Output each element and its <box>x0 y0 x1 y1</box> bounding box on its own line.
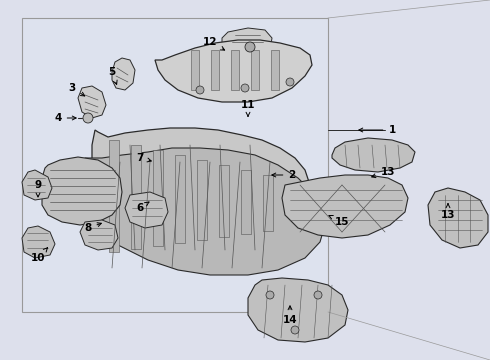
Text: 11: 11 <box>241 100 255 116</box>
Polygon shape <box>109 140 119 252</box>
Polygon shape <box>80 148 325 275</box>
Circle shape <box>241 84 249 92</box>
Circle shape <box>314 291 322 299</box>
Polygon shape <box>219 165 229 237</box>
Text: 13: 13 <box>372 167 395 177</box>
Polygon shape <box>263 175 273 231</box>
Text: 8: 8 <box>84 223 101 233</box>
Polygon shape <box>428 188 488 248</box>
Text: 5: 5 <box>108 67 117 84</box>
Polygon shape <box>175 155 185 243</box>
Polygon shape <box>271 50 279 90</box>
Polygon shape <box>78 86 106 118</box>
Text: 12: 12 <box>203 37 224 50</box>
Polygon shape <box>22 18 328 312</box>
Polygon shape <box>92 128 310 262</box>
Text: 3: 3 <box>69 83 85 96</box>
Text: 13: 13 <box>441 204 455 220</box>
Text: 10: 10 <box>31 248 48 263</box>
Polygon shape <box>155 40 312 102</box>
Text: 6: 6 <box>136 202 149 213</box>
Polygon shape <box>231 50 239 90</box>
Polygon shape <box>248 278 348 342</box>
Text: 14: 14 <box>283 306 297 325</box>
Polygon shape <box>80 220 118 250</box>
Polygon shape <box>222 28 272 62</box>
Circle shape <box>286 78 294 86</box>
Text: 1: 1 <box>359 125 395 135</box>
Text: 7: 7 <box>136 153 151 163</box>
Text: 4: 4 <box>54 113 76 123</box>
Polygon shape <box>125 192 168 228</box>
Polygon shape <box>153 150 163 246</box>
Polygon shape <box>22 226 55 258</box>
Circle shape <box>291 326 299 334</box>
Text: 9: 9 <box>34 180 42 197</box>
Polygon shape <box>211 50 219 90</box>
Polygon shape <box>131 145 141 249</box>
Polygon shape <box>22 170 52 200</box>
Polygon shape <box>241 170 251 234</box>
Circle shape <box>196 86 204 94</box>
Circle shape <box>245 42 255 52</box>
Circle shape <box>266 291 274 299</box>
Circle shape <box>83 113 93 123</box>
Polygon shape <box>191 50 199 90</box>
Polygon shape <box>42 157 122 225</box>
Text: 15: 15 <box>329 215 349 227</box>
Polygon shape <box>112 58 135 90</box>
Polygon shape <box>282 175 408 238</box>
Text: 2: 2 <box>272 170 295 180</box>
Polygon shape <box>332 138 415 172</box>
Polygon shape <box>197 160 207 240</box>
Polygon shape <box>251 50 259 90</box>
